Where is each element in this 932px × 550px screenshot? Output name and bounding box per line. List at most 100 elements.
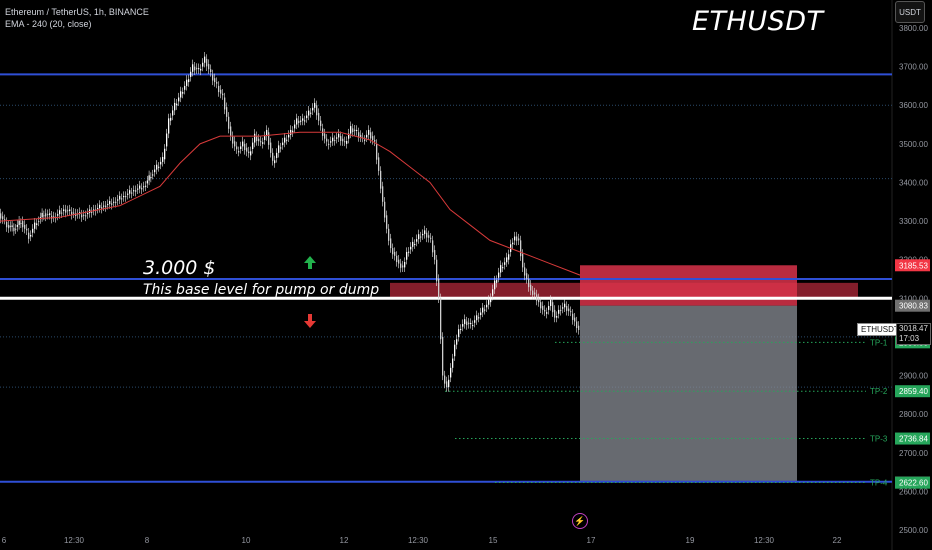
candle-body [186, 79, 188, 86]
candle-body [524, 267, 526, 276]
candle-body [376, 143, 378, 160]
candle-body [472, 325, 474, 327]
candle-body [154, 169, 156, 173]
y-tick-label: 3600.00 [899, 101, 928, 110]
candle-body [192, 64, 194, 72]
candle-body [69, 209, 71, 212]
candle-body [352, 128, 354, 133]
candle-body [560, 309, 562, 311]
candle-body [168, 118, 170, 134]
candle-body [500, 265, 502, 273]
candle-body [276, 152, 278, 159]
y-tick-label: 3500.00 [899, 140, 928, 149]
candle-body [462, 324, 464, 327]
up-arrow-icon [304, 256, 316, 269]
candle-body [28, 232, 30, 239]
candle-body [444, 375, 446, 384]
price-badge-label: 2622.60 [899, 479, 928, 488]
chart-title: ETHUSDT [692, 6, 824, 37]
candle-body [368, 129, 370, 135]
candle-body [364, 139, 366, 141]
candle-body [15, 228, 17, 230]
candle-body [520, 240, 522, 257]
candle-body [302, 118, 304, 121]
candle-body [558, 309, 560, 314]
candle-body [123, 195, 125, 198]
candle-body [8, 224, 10, 229]
x-tick-label: 12:30 [754, 536, 775, 545]
candle-body [392, 248, 394, 255]
candle-body [85, 215, 87, 217]
candle-body [432, 240, 434, 253]
candle-body [564, 303, 566, 308]
candle-body [374, 139, 376, 142]
candle-body [6, 222, 8, 228]
candle-body [208, 64, 210, 70]
candle-body [38, 221, 40, 223]
candle-body [286, 139, 288, 141]
candle-body [366, 134, 368, 138]
candle-body [556, 316, 558, 318]
y-tick-label: 2600.00 [899, 487, 928, 496]
tp-label-2: TP-2 [870, 387, 888, 396]
candle-body [166, 133, 168, 147]
candle-body [380, 170, 382, 189]
candle-body [196, 67, 198, 70]
candle-body [9, 225, 12, 227]
candle-body [408, 251, 410, 253]
tp-label-4: TP-4 [870, 478, 888, 487]
candle-body [97, 207, 99, 209]
candle-body [310, 112, 312, 114]
candle-body [172, 110, 174, 116]
candle-body [268, 132, 270, 145]
candle-body [272, 152, 274, 161]
candle-body [156, 164, 158, 170]
candle-body [492, 289, 494, 296]
candle-body [334, 139, 336, 142]
candle-body [572, 313, 574, 320]
candle-body [324, 133, 326, 139]
candle-body [378, 157, 380, 171]
y-tick-label: 2900.00 [899, 372, 928, 381]
candle-body [496, 280, 498, 283]
candle-body [452, 358, 454, 368]
candle-body [127, 193, 129, 195]
candle-body [296, 118, 298, 125]
candle-body [53, 216, 55, 218]
candle-body [148, 175, 150, 181]
candle-body [566, 306, 568, 311]
candle-body [244, 143, 246, 151]
lightning-icon[interactable]: ⚡ [572, 513, 588, 529]
candle-body [240, 146, 242, 149]
x-tick-label: 6 [2, 536, 7, 545]
currency-button[interactable]: USDT [895, 1, 925, 23]
candle-body [113, 201, 115, 203]
candle-body [73, 212, 75, 214]
candle-body [160, 161, 162, 165]
last-price-value: 3018.47 [899, 324, 928, 333]
candle-body [238, 151, 240, 153]
candle-body [266, 129, 268, 137]
candle-body [220, 89, 222, 94]
x-tick-label: 8 [145, 536, 150, 545]
candle-body [318, 112, 320, 121]
candle-body [262, 142, 264, 144]
candle-body [542, 306, 544, 310]
candle-body [218, 85, 220, 93]
candle-body [300, 120, 302, 122]
candle-body [514, 236, 516, 241]
tp-label-1: TP-1 [870, 338, 888, 347]
candle-body [75, 213, 77, 217]
candle-body [528, 279, 530, 288]
candle-body [504, 262, 506, 265]
candle-body [390, 238, 392, 249]
candle-body [34, 222, 36, 229]
candle-body [312, 107, 314, 111]
candle-body [105, 205, 107, 208]
candle-body [314, 102, 316, 108]
candle-body [222, 93, 224, 96]
y-tick-label: 3800.00 [899, 24, 928, 33]
candle-body [65, 209, 67, 213]
candle-body [338, 133, 340, 138]
